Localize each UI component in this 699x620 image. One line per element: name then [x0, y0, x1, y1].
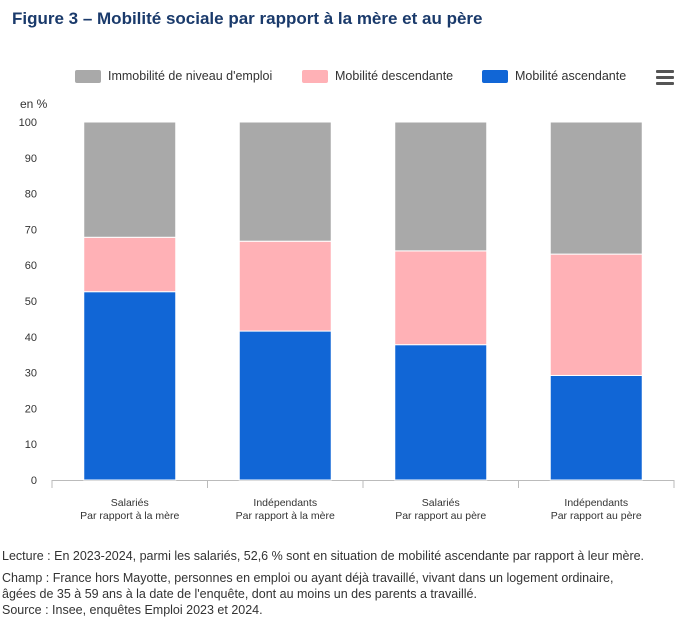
y-tick-label-10: 10: [25, 439, 37, 451]
legend-swatch-immobilite: [75, 69, 101, 83]
legend-item-immobilite[interactable]: Immobilité de niveau d'emploi: [75, 66, 272, 86]
note-champ-line2: âgées de 35 à 59 ans à la date de l'enqu…: [2, 587, 477, 601]
y-tick-label-50: 50: [25, 296, 37, 308]
bar-3-series-0: [549, 374, 643, 481]
bar-1-series-0: [238, 330, 332, 481]
bar-0-series-1: [83, 236, 177, 293]
y-tick-label-80: 80: [25, 189, 37, 201]
bar-1-series-1: [238, 240, 332, 332]
legend-swatch-descendante: [302, 69, 328, 83]
bar-2-series-2: [394, 121, 488, 252]
bar-3-series-2: [549, 121, 643, 255]
y-tick-label-100: 100: [19, 117, 37, 129]
bar-0-series-2: [83, 121, 177, 238]
legend-label-immobilite: Immobilité de niveau d'emploi: [108, 69, 273, 83]
y-axis-unit-label: en %: [20, 97, 48, 111]
note-lecture: Lecture : En 2023-2024, parmi les salari…: [2, 549, 645, 563]
bar-1-series-2: [238, 121, 332, 242]
y-tick-label-0: 0: [31, 475, 37, 487]
legend-item-ascendante[interactable]: Mobilité ascendante: [482, 66, 626, 86]
x-tick-label-1-line-1: Par rapport à la mère: [236, 510, 335, 522]
chart-legend: Immobilité de niveau d'emploi Mobilité d…: [0, 66, 699, 86]
bar-2-series-0: [394, 344, 488, 481]
x-tick-label-1-line-0: Indépendants: [253, 497, 317, 509]
y-tick-label-60: 60: [25, 260, 37, 272]
bar-0-series-0: [83, 291, 177, 481]
bar-2-series-1: [394, 250, 488, 346]
legend-swatch-ascendante: [482, 69, 508, 83]
x-tick-label-3-line-1: Par rapport au père: [551, 510, 642, 522]
note-champ-line1: Champ : France hors Mayotte, personnes e…: [2, 571, 614, 585]
page-title: Figure 3 – Mobilité sociale par rapport …: [12, 9, 483, 28]
x-tick-label-0-line-0: Salariés: [111, 497, 149, 509]
x-tick-label-2-line-0: Salariés: [422, 497, 460, 509]
y-tick-label-30: 30: [25, 368, 37, 380]
x-tick-label-3-line-0: Indépendants: [564, 497, 628, 509]
hamburger-menu-icon[interactable]: [656, 70, 674, 86]
legend-label-ascendante: Mobilité ascendante: [515, 69, 627, 83]
y-tick-label-20: 20: [25, 403, 37, 415]
y-tick-label-70: 70: [25, 224, 37, 236]
legend-item-descendante[interactable]: Mobilité descendante: [302, 66, 453, 86]
bar-3-series-1: [549, 253, 643, 376]
note-source: Source : Insee, enquêtes Emploi 2023 et …: [2, 603, 263, 617]
legend-label-descendante: Mobilité descendante: [335, 69, 454, 83]
x-tick-label-0-line-1: Par rapport à la mère: [80, 510, 179, 522]
chart-notes: Lecture : En 2023-2024, parmi les salari…: [2, 548, 699, 618]
y-tick-label-90: 90: [25, 153, 37, 165]
x-tick-label-2-line-1: Par rapport au père: [395, 510, 486, 522]
y-tick-label-40: 40: [25, 332, 37, 344]
